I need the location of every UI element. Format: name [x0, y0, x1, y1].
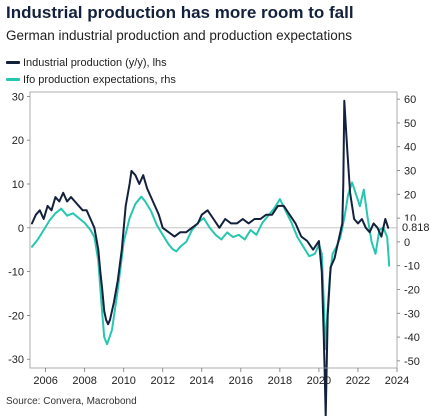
series-line-ifo-expectations [31, 181, 391, 350]
right-tick-label: 50 [404, 118, 416, 130]
right-tick-label: -40 [404, 332, 420, 344]
legend-swatch-industrial-production [6, 61, 20, 64]
right-tick-label: 60 [404, 94, 416, 106]
x-tick-label: 2010 [111, 375, 135, 387]
source-note: Source: Convera, Macrobond [6, 396, 137, 407]
left-tick-label: -30 [8, 354, 24, 366]
left-tick-label: -10 [8, 267, 24, 279]
legend-item-ifo-expectations: Ifo production expectations, rhs [6, 71, 176, 88]
left-tick-label: 30 [12, 91, 24, 103]
right-tick-label: -20 [404, 284, 420, 296]
legend-swatch-ifo-expectations [6, 78, 20, 81]
chart-subtitle: German industrial production and product… [6, 28, 352, 43]
right-tick-label: -10 [404, 261, 420, 273]
x-tick-label: 2016 [229, 375, 253, 387]
x-tick-label: 2020 [307, 375, 331, 387]
x-tick-label: 2008 [72, 375, 96, 387]
right-tick-label: -50 [404, 356, 420, 368]
x-tick-label: 2006 [33, 375, 57, 387]
right-tick-label: -30 [404, 308, 420, 320]
legend-item-industrial-production: Industrial production (y/y), lhs [6, 54, 176, 71]
series-line-industrial-production [31, 99, 390, 416]
right-tick-label: 20 [404, 189, 416, 201]
end-value-box [399, 220, 429, 234]
x-tick-label: 2012 [151, 375, 175, 387]
x-tick-label: 2024 [385, 375, 409, 387]
end-value-label: 0.818 [402, 222, 430, 234]
legend: Industrial production (y/y), lhs Ifo pro… [6, 54, 176, 88]
right-tick-label: 40 [404, 142, 416, 154]
right-tick-label: 30 [404, 166, 416, 178]
x-tick-label: 2018 [268, 375, 292, 387]
left-tick-label: 10 [12, 179, 24, 191]
left-tick-label: -20 [8, 310, 24, 322]
right-tick-label: 0 [404, 237, 410, 249]
x-tick-label: 2022 [346, 375, 370, 387]
legend-label-ifo-expectations: Ifo production expectations, rhs [23, 73, 176, 86]
left-tick-label: 20 [12, 135, 24, 147]
plot-frame [29, 91, 398, 369]
legend-label-industrial-production: Industrial production (y/y), lhs [23, 56, 167, 69]
chart-title: Industrial production has more room to f… [6, 3, 354, 22]
x-tick-label: 2014 [190, 375, 214, 387]
left-tick-label: 0 [18, 223, 24, 235]
